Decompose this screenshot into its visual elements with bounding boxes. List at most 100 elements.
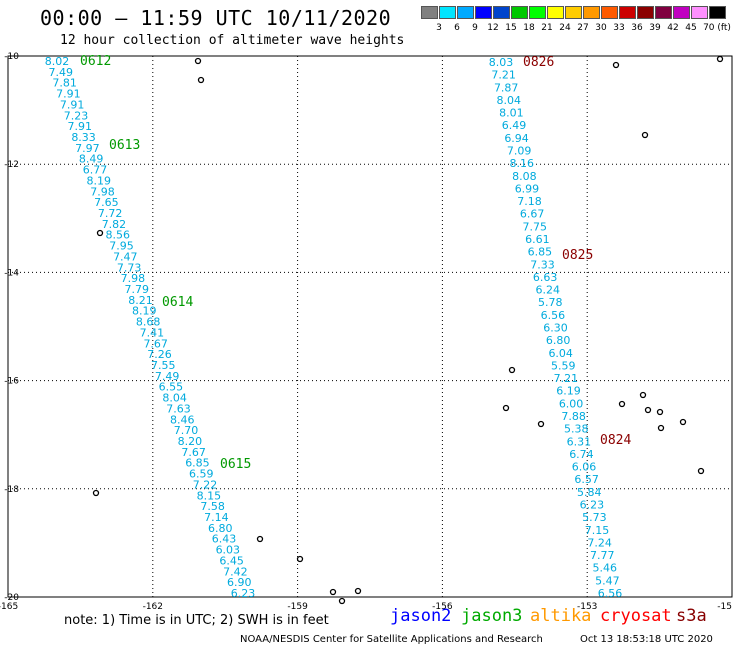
swh-value: 7.49 [49, 66, 74, 79]
legend-label: 70 (ft) [703, 23, 731, 33]
pass-time-label: 0615 [220, 457, 251, 472]
legend-swatch [475, 6, 492, 19]
swh-value: 8.16 [510, 157, 535, 170]
y-tick-label: -12 [4, 160, 19, 170]
swh-value: 8.04 [497, 94, 522, 107]
swh-value: 5.78 [538, 296, 563, 309]
legend-label: 21 [541, 23, 553, 33]
swh-value: 6.49 [502, 119, 527, 132]
swh-value: 7.14 [204, 511, 229, 524]
x-tick-label: -153 [577, 602, 597, 612]
legend-swatch [511, 6, 528, 19]
legend-swatch [421, 6, 438, 19]
legend-jason2: jason2 [390, 606, 452, 626]
pass-time-label: 0825 [562, 248, 593, 263]
swh-value: 6.90 [227, 576, 252, 589]
swh-value: 6.77 [83, 164, 108, 177]
swh-value: 8.19 [87, 174, 112, 187]
swh-value: 7.63 [166, 402, 191, 415]
legend-label: 12 [487, 23, 499, 33]
swh-value: 6.31 [567, 435, 592, 448]
swh-value: 6.57 [574, 473, 599, 486]
map-subtitle: 12 hour collection of altimeter wave hei… [60, 33, 405, 48]
swh-value: 6.00 [559, 397, 584, 410]
swh-value: 7.21 [554, 372, 579, 385]
swh-value: 6.24 [535, 284, 560, 297]
island-outline [296, 555, 304, 563]
swh-value: 7.87 [494, 81, 519, 94]
swh-value: 7.24 [587, 536, 612, 549]
island-outline [92, 489, 100, 497]
swh-value: 6.56 [541, 309, 566, 322]
legend-swatch [565, 6, 582, 19]
swh-value: 7.98 [90, 185, 115, 198]
timestamp-text: Oct 13 18:53:18 UTC 2020 [580, 634, 713, 645]
legend-cryosat: cryosat [600, 606, 672, 626]
swh-value: 6.03 [216, 544, 241, 557]
swh-value: 8.49 [79, 153, 104, 166]
swh-value: 6.06 [572, 461, 597, 474]
island-outline [656, 408, 664, 416]
legend-label: 27 [577, 23, 589, 33]
y-tick-label: -18 [4, 485, 19, 495]
legend-label: 39 [649, 23, 661, 33]
x-tick-label: -162 [143, 602, 163, 612]
legend-swatch [655, 6, 672, 19]
swh-value: 5.59 [551, 359, 576, 372]
swh-value: 6.23 [231, 587, 256, 600]
island-outline [679, 418, 687, 426]
swh-value: 8.08 [512, 170, 537, 183]
x-tick-label: -156 [432, 602, 453, 612]
swh-value: 6.85 [185, 457, 210, 470]
swh-value: 6.30 [543, 322, 568, 335]
swh-value: 8.33 [71, 131, 96, 144]
swh-value: 7.77 [590, 549, 615, 562]
swh-value: 6.23 [580, 499, 605, 512]
legend-swatch [709, 6, 726, 19]
swh-value: 5.46 [593, 562, 618, 575]
island-outline [641, 131, 649, 139]
swh-value: 7.82 [102, 218, 127, 231]
swh-value: 6.59 [189, 468, 214, 481]
swh-value: 7.65 [94, 196, 119, 209]
swh-value: 7.55 [151, 359, 176, 372]
swh-value: 6.80 [546, 334, 571, 347]
swh-value: 6.43 [212, 533, 237, 546]
swh-value: 6.63 [533, 271, 558, 284]
swh-value: 6.74 [569, 448, 594, 461]
swh-value: 7.81 [52, 77, 77, 90]
island-outline [194, 57, 202, 65]
swh-value: 6.99 [515, 182, 540, 195]
y-tick-label: -20 [4, 593, 19, 603]
swh-value: 6.45 [219, 554, 244, 567]
legend-swatch [547, 6, 564, 19]
legend-altika: altika [530, 606, 592, 626]
swh-value: 7.75 [522, 220, 547, 233]
legend-swatch [529, 6, 546, 19]
swh-value: 8.15 [197, 489, 222, 502]
swh-value: 7.41 [140, 326, 165, 339]
swh-value: 6.85 [528, 246, 553, 259]
swh-value: 7.98 [121, 272, 146, 285]
legend-label: 15 [505, 23, 517, 33]
swh-value: 7.72 [98, 207, 123, 220]
y-tick-label: -10 [4, 52, 19, 62]
swh-value: 5.38 [564, 423, 589, 436]
legend-label: 42 [667, 23, 679, 33]
pass-time-label: 0614 [162, 295, 193, 310]
legend-label: 45 [685, 23, 697, 33]
swh-value: 8.56 [105, 229, 130, 242]
swh-value: 7.09 [507, 145, 532, 158]
swh-value: 8.21 [128, 294, 153, 307]
map-title: 00:00 – 11:59 UTC 10/11/2020 [40, 6, 392, 30]
legend-label: 3 [436, 23, 442, 33]
swh-value: 7.15 [585, 524, 610, 537]
swh-value: 5.73 [582, 511, 607, 524]
island-outline [354, 587, 362, 595]
swh-value: 7.33 [530, 258, 555, 271]
swh-value: 8.04 [162, 392, 187, 405]
legend-swatch [457, 6, 474, 19]
legend-label: 6 [454, 23, 460, 33]
legend-label: 30 [595, 23, 607, 33]
